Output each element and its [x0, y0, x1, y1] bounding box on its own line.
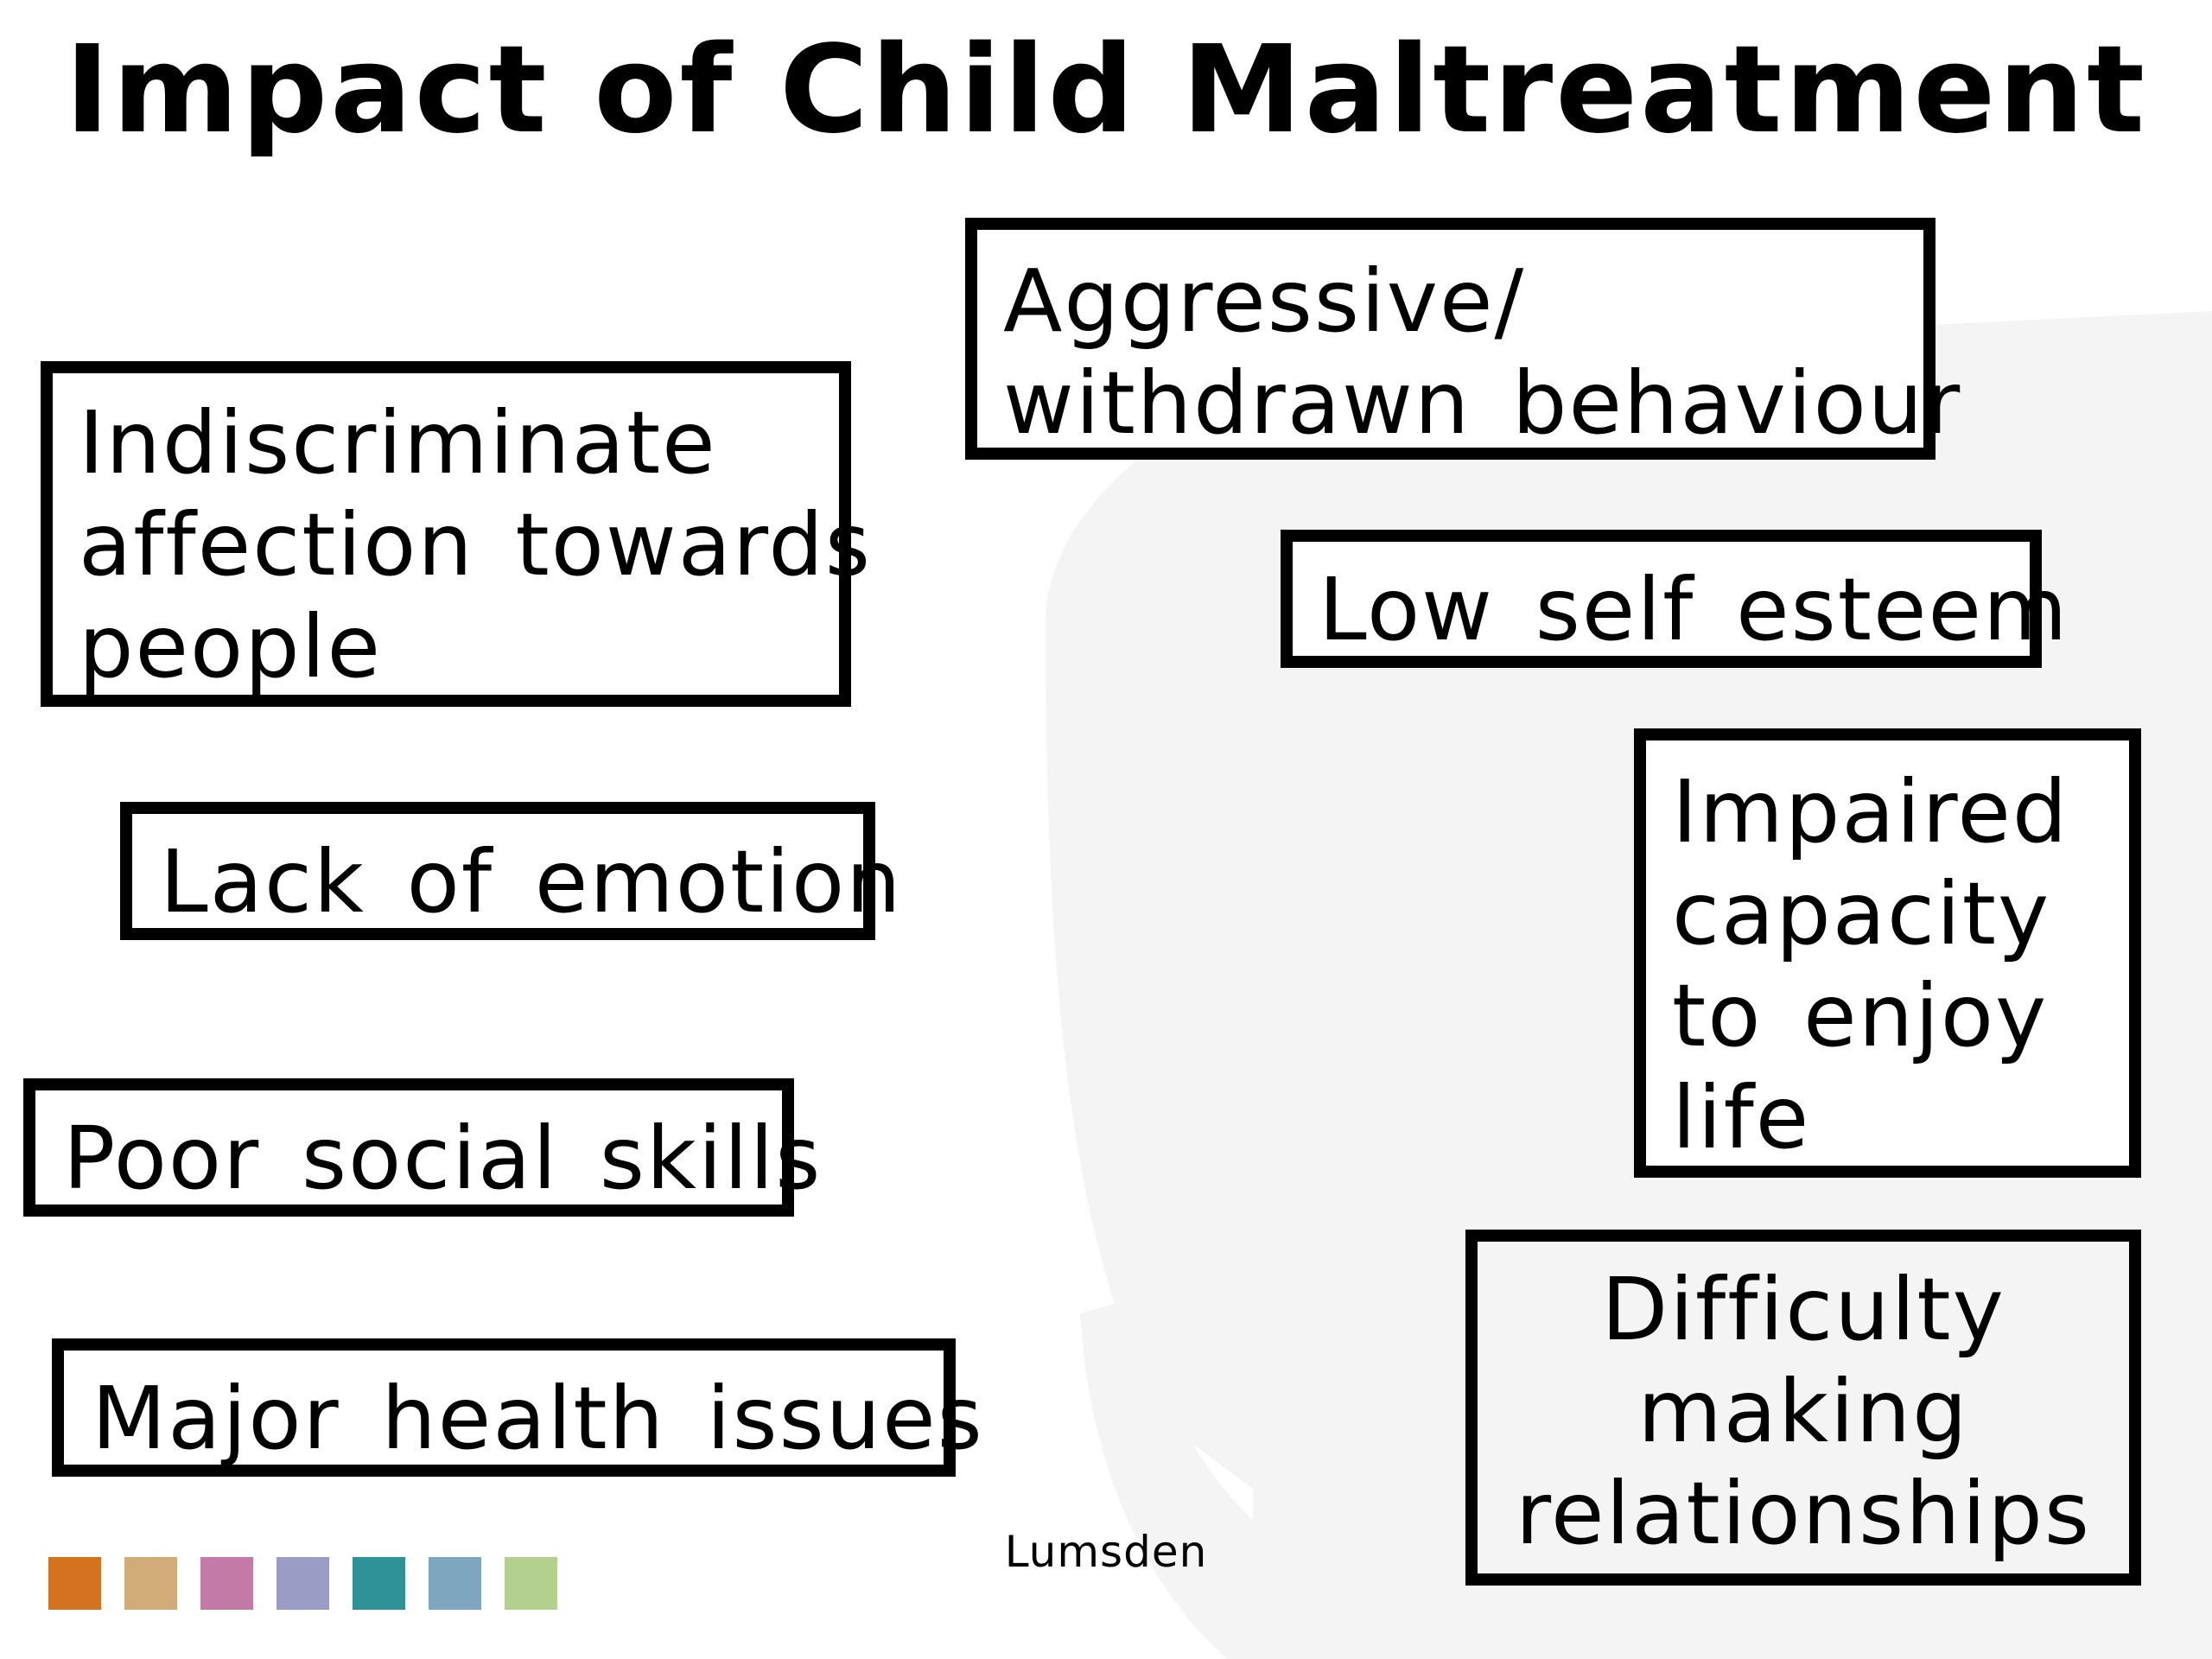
color-swatch — [429, 1557, 481, 1610]
box-line: affection towards — [79, 494, 872, 595]
box-line: Lack of emotion — [160, 831, 903, 932]
box-line: Major health issues — [92, 1368, 984, 1469]
color-swatch-strip — [48, 1557, 557, 1610]
page-title: Impact of Child Maltreatment — [65, 20, 2147, 161]
box-impaired-capacity: Impaired capacity to enjoy life — [1634, 728, 2141, 1178]
box-poor-social-skills: Poor social skills — [23, 1078, 823, 1217]
box-line: relationships — [1516, 1463, 2091, 1564]
box-line: people — [79, 596, 382, 697]
box-line: Aggressive/ — [1003, 251, 1526, 352]
color-swatch — [48, 1557, 101, 1610]
box-lack-of-emotion: Lack of emotion — [120, 802, 903, 940]
box-line: withdrawn behaviour — [1003, 353, 1962, 454]
box-aggressive-withdrawn: Aggressive/ withdrawn behaviour — [965, 218, 1962, 460]
box-line: Poor social skills — [63, 1108, 823, 1209]
box-indiscriminate-affection: Indiscriminate affection towards people — [41, 361, 872, 707]
color-swatch — [353, 1557, 405, 1610]
box-difficulty-relationships: Difficulty making relationships — [1465, 1230, 2141, 1586]
color-swatch — [505, 1557, 557, 1610]
box-major-health-issues: Major health issues — [52, 1338, 984, 1477]
color-swatch — [200, 1557, 253, 1610]
box-line: Indiscriminate — [79, 392, 717, 493]
color-swatch — [124, 1557, 177, 1610]
box-line: making — [1637, 1361, 1969, 1462]
footer-author: Lumsden — [1004, 1527, 1208, 1577]
box-low-self-esteem: Low self esteem — [1281, 530, 2069, 668]
color-swatch — [276, 1557, 329, 1610]
box-line: Difficulty — [1601, 1259, 2005, 1360]
box-line: Impaired — [1672, 761, 2069, 862]
box-line: life — [1672, 1067, 1811, 1168]
box-line: capacity — [1672, 863, 2051, 964]
box-line: Low self esteem — [1319, 559, 2069, 660]
box-line: to enjoy — [1672, 965, 2049, 1066]
